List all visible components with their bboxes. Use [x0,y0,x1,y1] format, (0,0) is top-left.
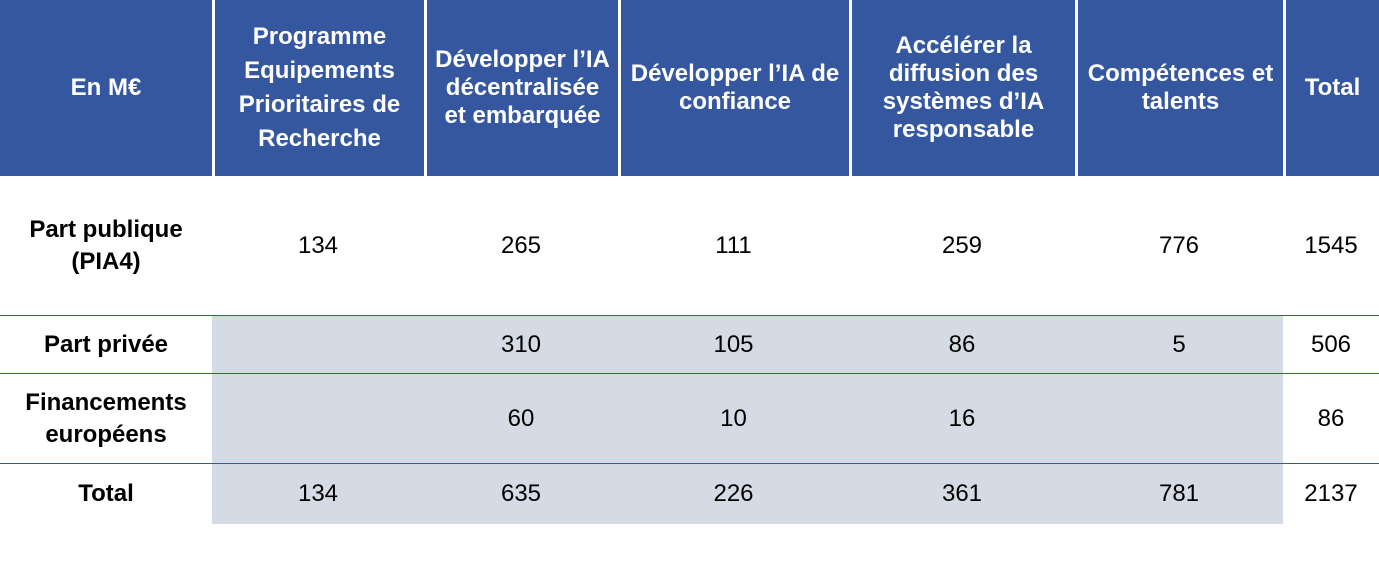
row-label-part-publique: Part publique (PIA4) [0,176,212,316]
cell-value: 86 [849,316,1075,374]
row-label-financements-europeens: Financements européens [0,374,212,464]
funding-table: En M€ Programme Equipements Prioritaires… [0,0,1379,524]
cell-value: 226 [618,464,849,524]
cell-value: 111 [618,176,849,316]
header-total: Total [1283,0,1379,176]
table-row: Part publique (PIA4) 134 265 111 259 776… [0,176,1379,316]
cell-value: 105 [618,316,849,374]
header-diffusion-ia: Accélérer la diffusion des systèmes d’IA… [849,0,1075,176]
table-row: Total 134 635 226 361 781 2137 [0,464,1379,524]
table-row: Part privée 310 105 86 5 506 [0,316,1379,374]
cell-total: 2137 [1283,464,1379,524]
cell-value: 265 [424,176,618,316]
cell-value [212,316,424,374]
header-ia-decentralisee: Développer l’IA décentralisée et embarqu… [424,0,618,176]
table-header: En M€ Programme Equipements Prioritaires… [0,0,1379,176]
cell-value: 310 [424,316,618,374]
cell-value: 776 [1075,176,1283,316]
header-competences-talents: Compétences et talents [1075,0,1283,176]
cell-value: 134 [212,464,424,524]
header-ia-confiance: Développer l’IA de confiance [618,0,849,176]
cell-value: 10 [618,374,849,464]
table-row: Financements européens 60 10 16 86 [0,374,1379,464]
cell-value [212,374,424,464]
cell-value: 635 [424,464,618,524]
header-unit: En M€ [0,0,212,176]
cell-value [1075,374,1283,464]
cell-value: 361 [849,464,1075,524]
header-programme-equipements: Programme Equipements Prioritaires de Re… [212,0,424,176]
cell-value: 134 [212,176,424,316]
cell-total: 506 [1283,316,1379,374]
header-row: En M€ Programme Equipements Prioritaires… [0,0,1379,176]
cell-total: 1545 [1283,176,1379,316]
row-label-total: Total [78,480,134,507]
cell-value: 16 [849,374,1075,464]
table-body: Part publique (PIA4) 134 265 111 259 776… [0,176,1379,524]
cell-value: 781 [1075,464,1283,524]
row-label-part-privee: Part privée [0,316,212,374]
cell-value: 5 [1075,316,1283,374]
cell-value: 60 [424,374,618,464]
cell-value: 259 [849,176,1075,316]
cell-total: 86 [1283,374,1379,464]
